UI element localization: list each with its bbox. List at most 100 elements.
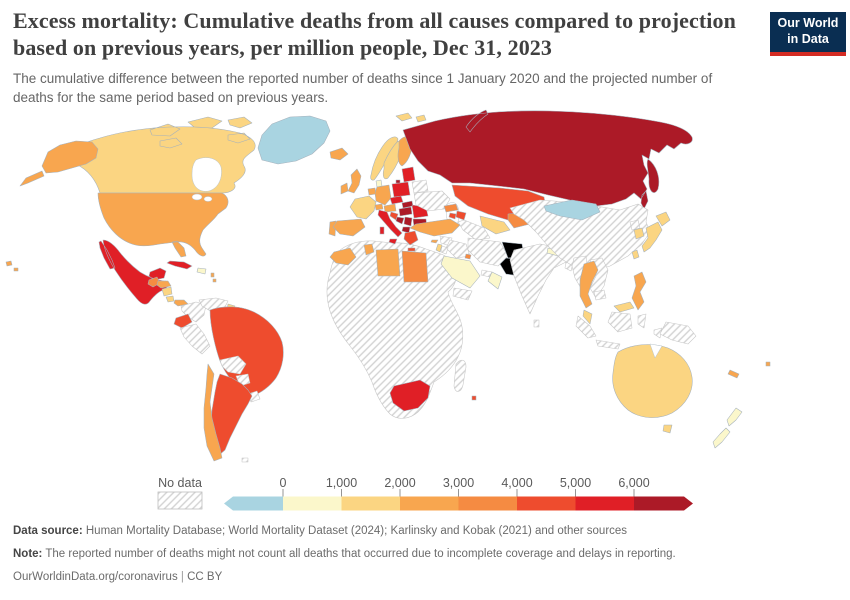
country-iran[interactable] xyxy=(467,237,509,267)
country-mexico[interactable] xyxy=(98,239,168,305)
country-ireland[interactable] xyxy=(340,182,349,195)
country-azerbaijan[interactable] xyxy=(455,210,467,221)
country-serbia[interactable] xyxy=(403,216,413,227)
country-peru[interactable] xyxy=(179,323,211,355)
country-cyprus[interactable] xyxy=(430,239,439,244)
region-sub-saharan-africa[interactable] xyxy=(326,240,464,419)
country-papua-new-guinea[interactable] xyxy=(659,321,697,345)
country-panama[interactable] xyxy=(173,299,189,307)
country-colombia[interactable] xyxy=(180,301,207,323)
country-cuba[interactable] xyxy=(166,260,193,270)
legend-segment-0-1000[interactable] xyxy=(283,496,342,511)
country-china[interactable] xyxy=(509,199,651,273)
country-baltic-states[interactable] xyxy=(401,166,416,183)
country-indonesia[interactable] xyxy=(575,311,663,350)
owid-logo[interactable]: Our World in Data xyxy=(770,12,846,56)
license-label[interactable]: CC BY xyxy=(187,571,223,584)
country-nicaragua[interactable] xyxy=(161,286,173,297)
country-south-africa[interactable] xyxy=(389,379,431,412)
country-libya[interactable] xyxy=(375,248,401,277)
country-kuwait[interactable] xyxy=(464,253,472,260)
legend-segment-2000-3000[interactable] xyxy=(400,496,459,511)
country-austria[interactable] xyxy=(383,203,397,213)
country-greece[interactable] xyxy=(403,230,419,252)
country-hawaii[interactable] xyxy=(5,260,19,272)
country-saudi-arabia[interactable] xyxy=(440,255,481,289)
country-netherlands[interactable] xyxy=(367,187,377,196)
legend-segment-3000-4000[interactable] xyxy=(458,496,518,511)
country-alaska[interactable] xyxy=(19,140,99,187)
country-israel[interactable] xyxy=(435,243,443,253)
country-morocco[interactable] xyxy=(329,247,357,266)
country-mongolia[interactable] xyxy=(543,199,601,221)
country-madagascar[interactable] xyxy=(453,359,467,392)
legend-segment-below-0[interactable] xyxy=(224,496,283,511)
country-armenia[interactable] xyxy=(448,212,457,220)
country-dominican-republic[interactable] xyxy=(196,267,207,275)
country-ecuador[interactable] xyxy=(173,313,193,329)
legend-segment-1000-2000[interactable] xyxy=(341,496,401,511)
legend-tick-label: 6,000 xyxy=(618,476,649,490)
country-costa-rica[interactable] xyxy=(165,295,175,303)
hudson-bay xyxy=(191,157,222,192)
map-legend: No data 0 1,000 2,000 3,000 4,000 5,000 … xyxy=(157,476,693,511)
country-cambodia[interactable] xyxy=(593,289,607,301)
country-sri-lanka[interactable] xyxy=(533,319,540,328)
country-ukraine[interactable] xyxy=(413,190,451,212)
country-jordan[interactable] xyxy=(440,245,449,255)
country-france[interactable] xyxy=(349,195,377,220)
legend-segment-5000-6000[interactable] xyxy=(575,496,635,511)
separator: | xyxy=(177,571,188,584)
chart-footer: Data source: Human Mortality Database; W… xyxy=(13,524,837,593)
country-oman[interactable] xyxy=(487,271,503,290)
country-mauritius[interactable] xyxy=(471,395,477,401)
country-italy[interactable] xyxy=(377,209,403,245)
country-switzerland[interactable] xyxy=(374,203,384,211)
country-north-korea[interactable] xyxy=(629,219,641,231)
country-russia[interactable] xyxy=(395,109,693,210)
country-lesser-antilles[interactable] xyxy=(210,272,217,283)
country-svalbard[interactable] xyxy=(395,112,427,123)
legend-segment-above-6000[interactable] xyxy=(634,496,693,511)
note-label: Note: xyxy=(13,548,43,561)
country-bolivia[interactable] xyxy=(219,355,247,375)
country-japan[interactable] xyxy=(641,211,671,253)
country-united-states[interactable] xyxy=(97,192,229,258)
country-united-kingdom[interactable] xyxy=(347,168,362,194)
country-bosnia[interactable] xyxy=(395,216,405,225)
country-yemen[interactable] xyxy=(452,287,473,301)
country-new-zealand[interactable] xyxy=(712,407,743,449)
country-taiwan[interactable] xyxy=(631,249,640,260)
country-denmark[interactable] xyxy=(375,179,383,188)
country-poland[interactable] xyxy=(391,181,411,198)
country-belarus[interactable] xyxy=(411,179,429,194)
country-turkey[interactable] xyxy=(409,218,461,237)
country-philippines[interactable] xyxy=(631,271,647,311)
country-czechia[interactable] xyxy=(389,195,404,205)
country-chile[interactable] xyxy=(203,363,223,462)
country-fiji[interactable] xyxy=(765,361,771,367)
country-slovakia[interactable] xyxy=(401,200,414,209)
legend-segment-4000-5000[interactable] xyxy=(517,496,576,511)
legend-no-data-swatch xyxy=(157,491,203,510)
country-falkland-islands[interactable] xyxy=(241,457,249,463)
country-greenland[interactable] xyxy=(257,115,331,165)
country-south-korea[interactable] xyxy=(633,227,645,240)
country-georgia[interactable] xyxy=(443,203,459,213)
country-thailand[interactable] xyxy=(579,260,599,309)
owid-link[interactable]: OurWorldinData.org/coronavirus xyxy=(13,571,178,584)
country-germany[interactable] xyxy=(374,184,392,206)
country-malaysia[interactable] xyxy=(582,301,635,325)
country-argentina[interactable] xyxy=(210,373,253,457)
country-australia[interactable] xyxy=(612,344,693,434)
country-honduras[interactable] xyxy=(156,280,172,289)
country-tunisia[interactable] xyxy=(363,243,375,256)
country-new-caledonia[interactable] xyxy=(727,369,740,379)
country-iceland[interactable] xyxy=(329,147,349,161)
country-hungary[interactable] xyxy=(398,206,413,217)
country-uzbekistan[interactable] xyxy=(479,215,511,235)
country-iraq[interactable] xyxy=(445,239,471,259)
country-spain[interactable] xyxy=(332,218,366,237)
country-egypt[interactable] xyxy=(401,250,429,283)
